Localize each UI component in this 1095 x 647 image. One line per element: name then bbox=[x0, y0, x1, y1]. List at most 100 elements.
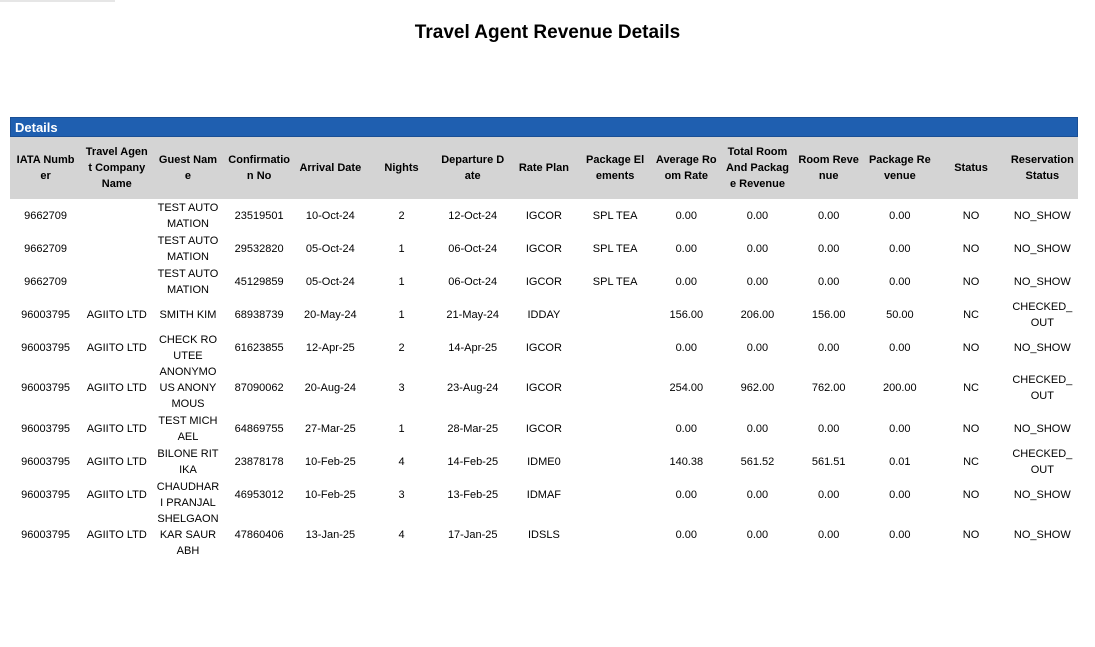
table-cell: IDSLS bbox=[528, 529, 560, 541]
table-cell: 0.00 bbox=[817, 422, 840, 435]
table-cell: 05-Oct-24 bbox=[305, 275, 355, 288]
table-cell: 206.00 bbox=[740, 308, 775, 321]
table-cell: 156.00 bbox=[669, 308, 704, 321]
table-cell: NO_SHOW bbox=[1013, 529, 1071, 541]
section-header: Details bbox=[10, 117, 1078, 137]
table-cell: 9662709 bbox=[24, 242, 67, 255]
table-cell: NC bbox=[963, 455, 979, 468]
table-cell: 14-Apr-25 bbox=[448, 341, 498, 354]
table-cell: 17-Jan-25 bbox=[447, 529, 498, 541]
table-cell: 140.38 bbox=[669, 455, 704, 468]
table-cell: 96003795 bbox=[21, 308, 71, 321]
table-cell: 96003795 bbox=[21, 382, 71, 394]
table-cell: 0.00 bbox=[746, 422, 769, 435]
table-cell: 561.52 bbox=[740, 455, 775, 468]
column-header: Reservation Status bbox=[1006, 137, 1078, 199]
table-body: 9662709 TEST AUTOMATION 23519501 10-Oct-24 2… bbox=[10, 199, 1078, 559]
table-cell: NO_SHOW bbox=[1013, 341, 1071, 354]
table-cell: TEST MICHAEL bbox=[158, 414, 218, 443]
table-cell: NC bbox=[963, 308, 979, 321]
table-cell: SMITH KIM bbox=[159, 308, 217, 321]
table-cell: NO bbox=[962, 209, 980, 222]
table-row: 9662709 TEST AUTOMATION 29532820 05-Oct-24 1… bbox=[10, 232, 1078, 265]
table-cell: 1 bbox=[398, 422, 405, 435]
table-row: 96003795 AGIITO LTD SMITH KIM 68938739 20-Ma… bbox=[10, 298, 1078, 331]
table-cell: 762.00 bbox=[811, 382, 846, 394]
table-cell: 23878178 bbox=[234, 455, 284, 468]
table-cell: IDME0 bbox=[527, 455, 561, 468]
table-cell: TEST AUTOMATION bbox=[157, 267, 219, 296]
table-cell bbox=[580, 331, 651, 364]
table-cell: 21-May-24 bbox=[446, 308, 499, 321]
table-cell: IGCOR bbox=[525, 275, 562, 288]
table-cell: SHELGAONKAR SAURABH bbox=[157, 513, 219, 557]
table-cell: 0.00 bbox=[746, 488, 769, 501]
top-bar bbox=[0, 0, 115, 2]
column-header: Confirmation No bbox=[223, 137, 295, 199]
table-cell bbox=[580, 445, 651, 478]
table-cell: AGIITO LTD bbox=[86, 529, 147, 541]
table-row: 96003795 AGIITO LTD BILONE RITIKA 23878178 1… bbox=[10, 445, 1078, 478]
table-cell bbox=[81, 232, 152, 265]
table-cell: 10-Feb-25 bbox=[304, 488, 356, 501]
table-cell: 0.00 bbox=[746, 242, 769, 255]
table-cell: 2 bbox=[398, 209, 405, 222]
table-cell: 0.00 bbox=[675, 529, 697, 541]
table-cell: ANONYMOUS ANONYMOUS bbox=[159, 366, 217, 410]
table-cell: 0.00 bbox=[889, 242, 911, 255]
table-cell: TEST AUTOMATION bbox=[157, 234, 219, 263]
report-title: Travel Agent Revenue Details bbox=[414, 22, 681, 43]
table-row: 96003795 AGIITO LTD CHAUDHARI PRANJAL 46953… bbox=[10, 478, 1078, 511]
column-header: Package Elements bbox=[579, 137, 651, 199]
table-cell: AGIITO LTD bbox=[86, 422, 147, 435]
table-cell: 0.00 bbox=[746, 341, 769, 354]
table-cell: 12-Oct-24 bbox=[448, 209, 498, 222]
table-cell: SPL TEA bbox=[592, 209, 638, 222]
table-cell: 0.00 bbox=[817, 209, 840, 222]
table-row: 9662709 TEST AUTOMATION 45129859 05-Oct-24 1… bbox=[10, 265, 1078, 298]
table-cell: 0.00 bbox=[746, 275, 769, 288]
table-cell: AGIITO LTD bbox=[86, 308, 147, 321]
table-cell: CHECKED_OUT bbox=[1012, 447, 1073, 476]
table-cell: 10-Feb-25 bbox=[304, 455, 356, 468]
column-header: Departure Date bbox=[437, 137, 509, 199]
table-cell: 2 bbox=[398, 341, 405, 354]
table-cell: NO bbox=[962, 275, 980, 288]
table-cell: 0.00 bbox=[675, 341, 697, 354]
table-cell: 0.01 bbox=[889, 455, 911, 468]
table-cell: 4 bbox=[398, 529, 405, 541]
column-header: Status bbox=[935, 137, 1007, 199]
table-cell: 3 bbox=[398, 488, 405, 501]
table-cell: 0.00 bbox=[675, 242, 697, 255]
table-cell: 12-Apr-25 bbox=[305, 341, 355, 354]
table-cell: 3 bbox=[398, 382, 405, 394]
table-cell: TEST AUTOMATION bbox=[157, 201, 219, 230]
column-header: Travel Agent Company Name bbox=[81, 137, 153, 199]
table-cell: BILONE RITIKA bbox=[157, 447, 219, 476]
table-cell: NO bbox=[962, 341, 980, 354]
table-cell: 23519501 bbox=[234, 209, 284, 222]
table-cell: 1 bbox=[398, 242, 405, 255]
table-cell: 96003795 bbox=[21, 529, 71, 541]
table-cell: CHECKED_OUT bbox=[1012, 300, 1073, 329]
table-cell: 10-Oct-24 bbox=[305, 209, 355, 222]
table-cell: NO_SHOW bbox=[1013, 242, 1071, 255]
table-cell: NO bbox=[962, 422, 980, 435]
table-cell bbox=[580, 511, 651, 559]
table-cell: 1 bbox=[398, 308, 405, 321]
table-cell: 13-Jan-25 bbox=[305, 529, 356, 541]
table-cell: 13-Feb-25 bbox=[447, 488, 499, 501]
table-cell: 0.00 bbox=[675, 275, 697, 288]
table-cell: NO_SHOW bbox=[1013, 488, 1071, 501]
table-cell: IGCOR bbox=[525, 209, 562, 222]
table-cell: 0.00 bbox=[746, 209, 769, 222]
table-cell: 20-May-24 bbox=[304, 308, 357, 321]
table-cell: 0.00 bbox=[889, 529, 911, 541]
table-cell: IGCOR bbox=[525, 242, 562, 255]
table-cell bbox=[580, 364, 651, 412]
table-cell: 68938739 bbox=[234, 308, 284, 321]
table-cell: 9662709 bbox=[24, 209, 67, 222]
table-cell: 0.00 bbox=[817, 275, 840, 288]
table-cell: IGCOR bbox=[525, 382, 562, 394]
